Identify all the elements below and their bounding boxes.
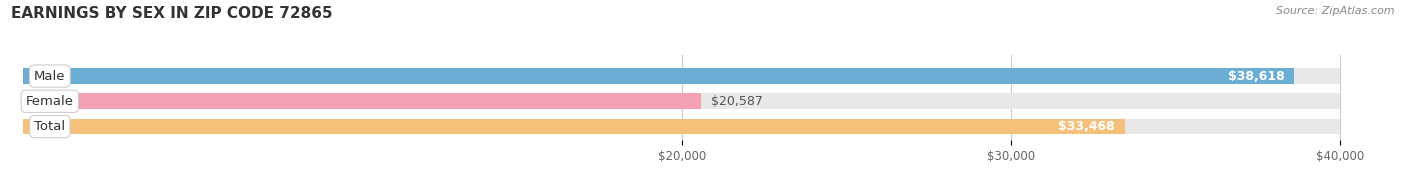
- Bar: [24, 93, 1340, 109]
- Bar: [24, 119, 1125, 134]
- Bar: [24, 68, 1295, 84]
- Text: Source: ZipAtlas.com: Source: ZipAtlas.com: [1277, 6, 1395, 16]
- Text: $20,587: $20,587: [711, 95, 762, 108]
- Text: Female: Female: [25, 95, 73, 108]
- Text: Male: Male: [34, 70, 66, 82]
- Bar: [24, 93, 702, 109]
- Text: Total: Total: [34, 120, 65, 133]
- Bar: [24, 68, 1340, 84]
- Text: $33,468: $33,468: [1059, 120, 1115, 133]
- Text: EARNINGS BY SEX IN ZIP CODE 72865: EARNINGS BY SEX IN ZIP CODE 72865: [11, 6, 333, 21]
- Text: $38,618: $38,618: [1227, 70, 1285, 82]
- Bar: [24, 119, 1340, 134]
